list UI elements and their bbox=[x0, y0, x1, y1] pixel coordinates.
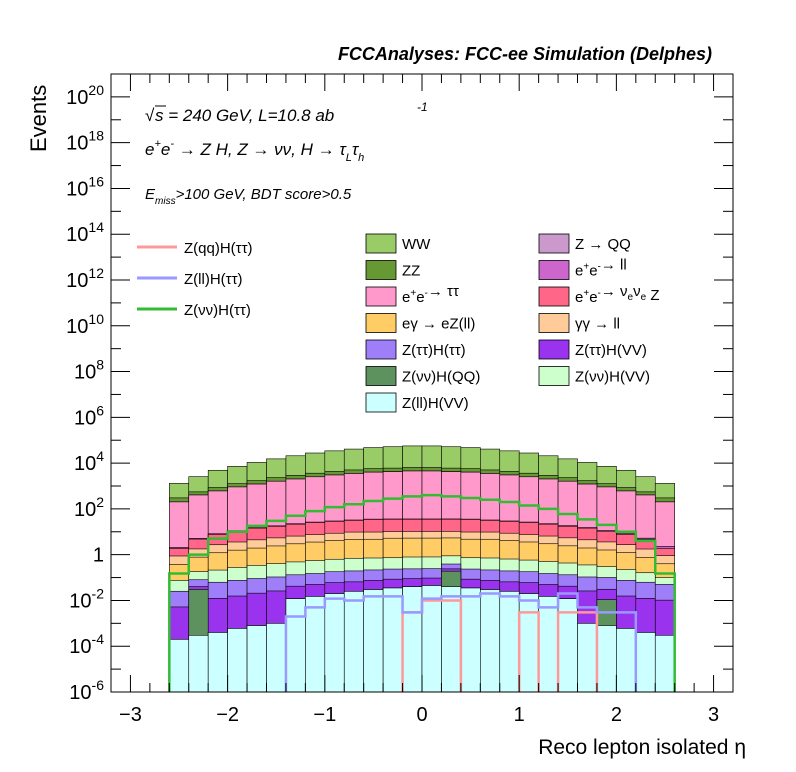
y-tick-label: 1010 bbox=[66, 311, 104, 338]
y-axis-label: Events bbox=[26, 85, 51, 152]
stack-bar bbox=[266, 623, 287, 692]
x-tick-label: 2 bbox=[611, 704, 622, 726]
legend-box-swatch bbox=[365, 313, 397, 333]
stack-bar bbox=[285, 598, 306, 692]
legend-box-swatch bbox=[365, 339, 397, 360]
stack-bar bbox=[343, 591, 364, 692]
x-tick-label: −1 bbox=[313, 704, 336, 726]
x-tick-label: 1 bbox=[514, 704, 525, 726]
stack-bar bbox=[577, 623, 598, 692]
y-tick-label: 1014 bbox=[66, 219, 104, 246]
legend-line-label: Z(νν)H(ττ) bbox=[184, 302, 251, 319]
y-tick-label: 104 bbox=[74, 448, 104, 475]
y-tick-label: 1020 bbox=[66, 82, 104, 109]
histogram-group bbox=[168, 445, 676, 692]
legend-box-swatch bbox=[365, 366, 397, 386]
stack-bar bbox=[538, 596, 559, 692]
stack-bar bbox=[654, 635, 675, 692]
sqrt-symbol: √ bbox=[145, 106, 155, 125]
legend: Z(qq)H(ττ) Z(ll)H(ττ) Z(νν)H(ττ) WW ZZ e+e-→ … bbox=[137, 233, 660, 413]
x-tick-label: −3 bbox=[119, 704, 142, 726]
annotation-process-text: e+e- → Z H, Z → νν, H → τLτh bbox=[145, 138, 364, 164]
y-tick-label: 1016 bbox=[66, 173, 104, 200]
axes: −3 −2 −1 0 1 2 3 10-6 10-4 10-2 1 102 104 106 108 1010 1… bbox=[66, 73, 734, 726]
legend-box-label: e+e-→ ττ bbox=[402, 283, 459, 306]
y-tick-label: 10-2 bbox=[69, 585, 104, 612]
legend-box-label: Z(ττ)H(ττ) bbox=[402, 342, 466, 359]
stack-bar bbox=[363, 589, 384, 692]
y-tick-label: 102 bbox=[74, 494, 104, 521]
legend-box-swatch bbox=[538, 286, 570, 307]
x-tick-label: 3 bbox=[708, 704, 719, 726]
legend-box-swatch bbox=[538, 313, 570, 333]
stack-series-z-ll-h-vv- bbox=[169, 585, 675, 692]
legend-box-label: e+e-→ νeνe Z bbox=[575, 283, 660, 306]
x-tick-label: 0 bbox=[416, 704, 427, 726]
stack-bar bbox=[188, 635, 209, 692]
legend-box-label: Z(ττ)H(VV) bbox=[575, 342, 647, 359]
line-series-z-h- bbox=[168, 493, 676, 692]
stack-bar bbox=[246, 625, 267, 692]
y-tick-label: 10-4 bbox=[69, 631, 104, 658]
y-tick-label: 1018 bbox=[66, 128, 104, 155]
stack-bar bbox=[616, 628, 637, 692]
legend-box-swatch bbox=[365, 233, 397, 254]
stack-bar bbox=[460, 587, 481, 692]
legend-box-label: Z(νν)H(QQ) bbox=[402, 369, 480, 386]
annotation-process: e+e- → Z H, Z → νν, H → τLτh bbox=[145, 138, 364, 164]
y-tick-label: 10-6 bbox=[69, 677, 104, 704]
y-tick-label: 1 bbox=[93, 545, 104, 567]
legend-box-label: WW bbox=[402, 236, 431, 253]
legend-box-label: ZZ bbox=[402, 263, 420, 280]
legend-line-label: Z(ll)H(ττ) bbox=[184, 271, 243, 288]
stack-bar bbox=[382, 587, 403, 692]
stack-bar bbox=[499, 591, 520, 692]
legend-box-label: eγ → eZ(ll) bbox=[402, 316, 475, 333]
legend-box-label: Z(νν)H(VV) bbox=[575, 369, 650, 386]
legend-box-swatch bbox=[538, 260, 570, 280]
y-tick-label: 108 bbox=[74, 357, 104, 384]
line-series-z-qq-h- bbox=[401, 599, 599, 692]
y-tick-label: 1012 bbox=[66, 265, 104, 292]
annotation-cuts-text: Emiss>100 GeV, BDT score>0.5 bbox=[145, 186, 352, 207]
legend-box-label: e+e-→ ll bbox=[575, 257, 627, 280]
stack-bar bbox=[421, 585, 442, 692]
stack-bar bbox=[518, 593, 539, 692]
y-tick-label: 106 bbox=[74, 402, 104, 429]
stack-bar bbox=[480, 589, 501, 692]
annotation-energy-text: s = 240 GeV, L=10.8 ab bbox=[155, 106, 334, 125]
stack-bar bbox=[169, 639, 190, 692]
legend-box-label: γγ → ll bbox=[575, 316, 620, 333]
legend-box-label: Z(ll)H(VV) bbox=[402, 395, 469, 412]
x-tick-label: −2 bbox=[216, 704, 239, 726]
legend-box-label: Z → QQ bbox=[575, 236, 631, 253]
line-series-z-ll-h- bbox=[284, 592, 638, 692]
stack-bar bbox=[441, 586, 462, 692]
legend-box-swatch bbox=[538, 366, 570, 386]
stack-bar bbox=[324, 593, 345, 692]
legend-line-label: Z(qq)H(ττ) bbox=[184, 240, 253, 257]
x-axis-label: Reco lepton isolated η bbox=[538, 736, 746, 759]
legend-box-swatch bbox=[365, 260, 397, 280]
stack-bar bbox=[227, 628, 248, 692]
legend-box-swatch bbox=[538, 339, 570, 360]
legend-box-swatch bbox=[365, 286, 397, 307]
stack-bar bbox=[596, 625, 617, 692]
annotation-energy-exponent: -1 bbox=[417, 100, 428, 114]
stack-bar bbox=[305, 596, 326, 692]
stack-bar bbox=[635, 632, 656, 692]
annotation-energy: √ s = 240 GeV, L=10.8 ab -1 bbox=[145, 100, 428, 125]
plot-area bbox=[168, 445, 676, 692]
annotation-cuts: Emiss>100 GeV, BDT score>0.5 bbox=[145, 186, 352, 207]
chart-header-title: FCCAnalyses: FCC-ee Simulation (Delphes) bbox=[338, 44, 712, 64]
legend-box-swatch bbox=[365, 392, 397, 413]
stack-bar bbox=[402, 586, 423, 692]
stack-bar bbox=[207, 632, 228, 692]
legend-box-swatch bbox=[538, 233, 570, 254]
